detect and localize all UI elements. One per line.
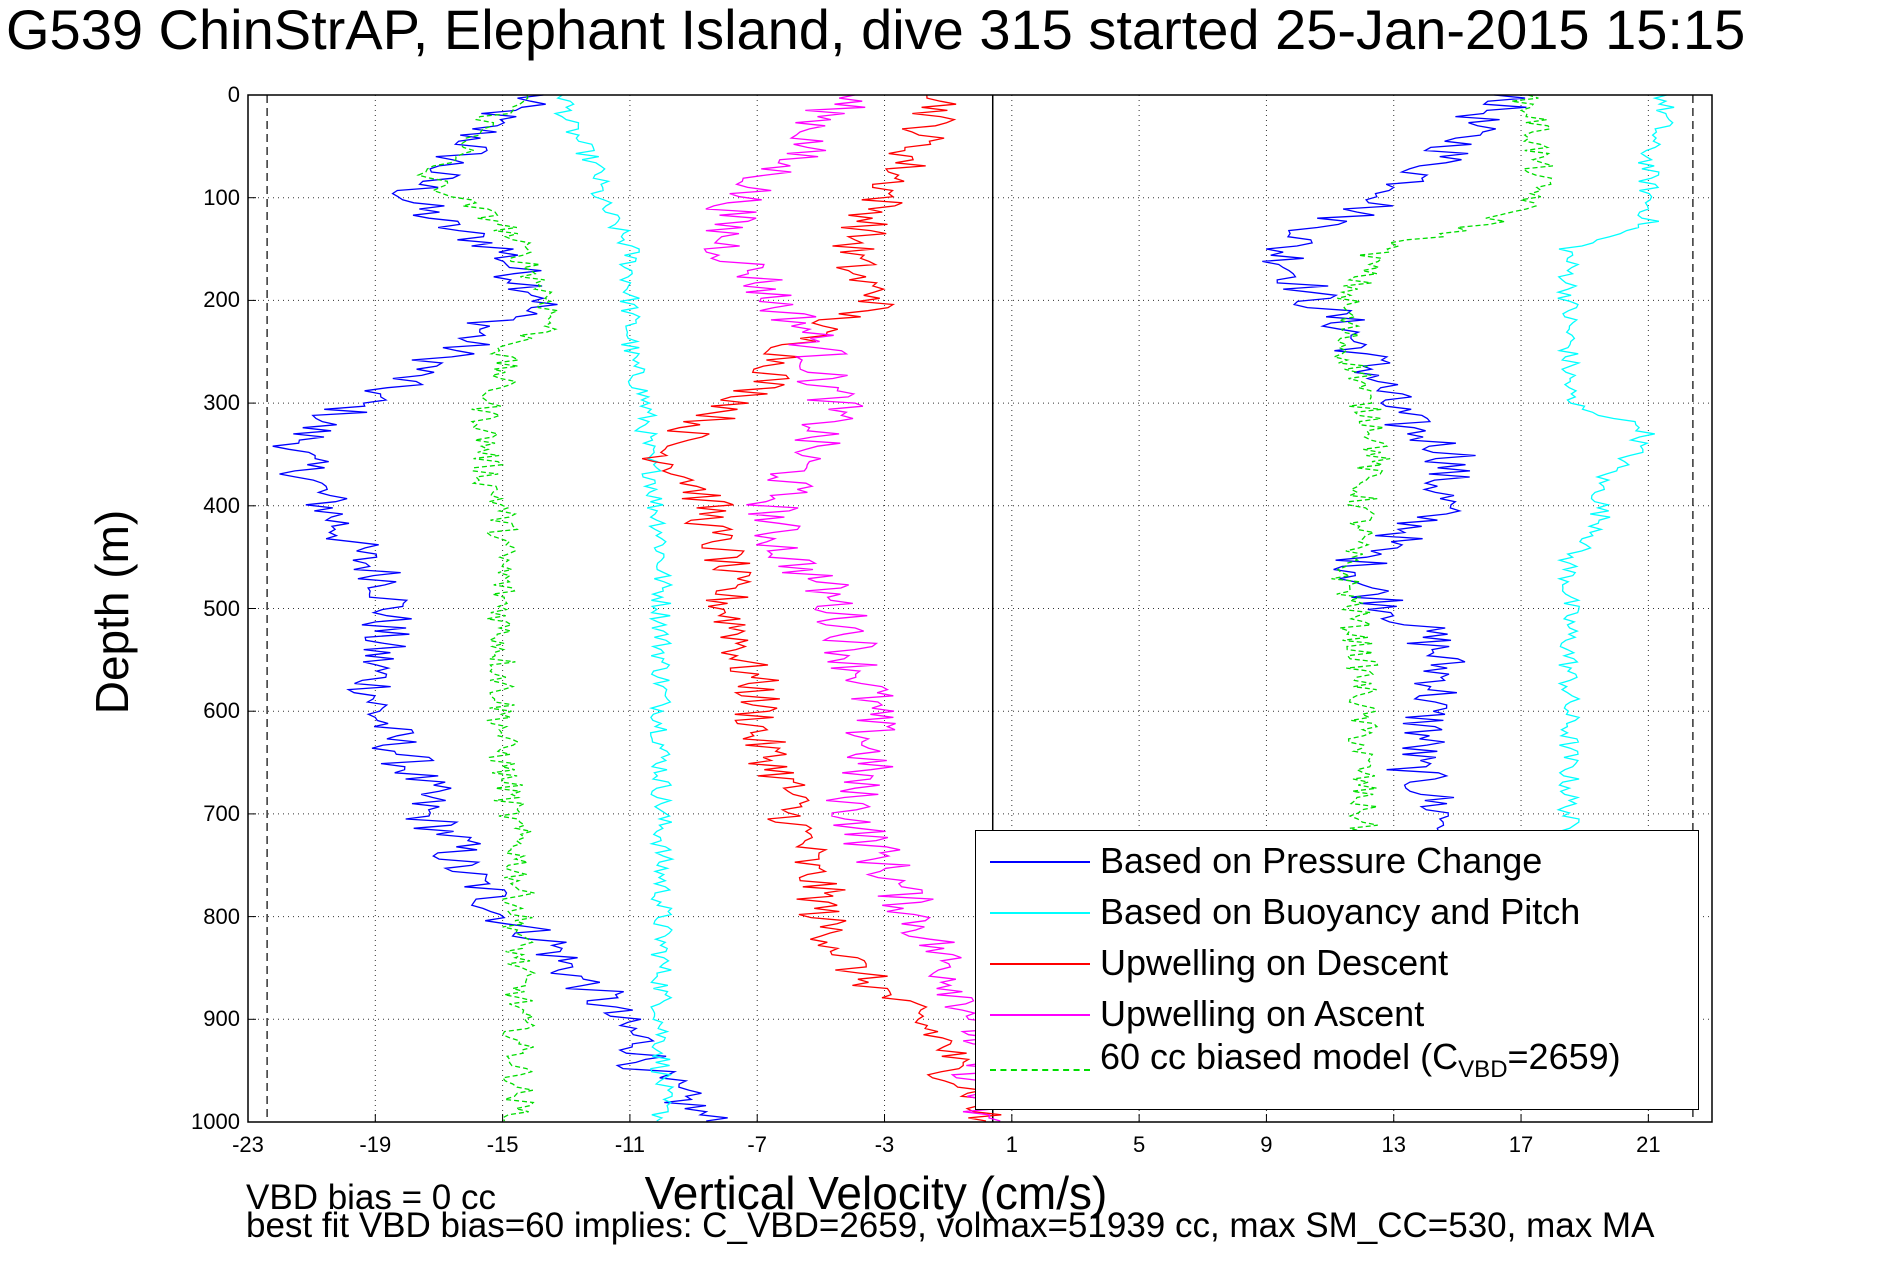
y-tick-label: 600 xyxy=(203,698,240,724)
x-tick-label: -15 xyxy=(486,1132,519,1157)
legend-label-pressure: Based on Pressure Change xyxy=(1100,840,1543,881)
series-line-descent xyxy=(416,94,561,1122)
legend-item-ascent: Upwelling on Ascent xyxy=(990,992,1690,1036)
series-group xyxy=(272,94,1675,1122)
x-tick-label: 21 xyxy=(1636,1132,1661,1157)
legend-label-ascent: Upwelling on Ascent xyxy=(1100,993,1425,1034)
x-tick-label: 9 xyxy=(1260,1132,1273,1157)
y-tick-label: 800 xyxy=(203,903,240,929)
legend-swatch-pressure xyxy=(990,861,1090,863)
best-fit-note: best fit VBD bias=60 implies: C_VBD=2659… xyxy=(246,1206,1655,1245)
series-line-descent xyxy=(272,94,728,1122)
y-tick-label: 100 xyxy=(203,184,240,210)
legend-swatch-descent xyxy=(990,963,1090,965)
legend-swatch-model xyxy=(990,1069,1090,1071)
x-tick-label: -3 xyxy=(874,1132,895,1157)
legend-swatch-buoyancy xyxy=(990,912,1090,914)
x-tick-label: -7 xyxy=(747,1132,767,1157)
series-line-descent xyxy=(703,94,1008,1122)
x-axis-label: Vertical Velocity (cm/s) xyxy=(644,1167,1108,1219)
legend-label-descent: Upwelling on Descent xyxy=(1100,942,1449,983)
x-tick-label: 1 xyxy=(1005,1132,1018,1157)
x-tick-label: 17 xyxy=(1508,1132,1534,1157)
y-tick-label: 300 xyxy=(203,390,240,416)
y-tick-label: 500 xyxy=(203,595,240,621)
legend-item-model: 60 cc biased model (CVBD=2659) xyxy=(990,1035,1690,1095)
x-tick-label: -19 xyxy=(359,1132,392,1157)
vbd-bias-note: VBD bias = 0 cc xyxy=(246,1178,496,1217)
y-tick-label: 0 xyxy=(227,82,240,107)
series-line-descent xyxy=(641,94,1002,1122)
chart-title: G539 ChinStrAP, Elephant Island, dive 31… xyxy=(6,0,1746,61)
legend: Based on Pressure Change Based on Buoyan… xyxy=(975,830,1699,1110)
legend-label-model: 60 cc biased model (CVBD=2659) xyxy=(1100,1035,1621,1092)
series-upwelling-on-descent xyxy=(641,94,1002,1122)
series-line-ascent xyxy=(1331,94,1554,838)
legend-swatch-ascent xyxy=(990,1014,1090,1016)
legend-model-prefix: 60 cc biased model (C xyxy=(1100,1036,1459,1077)
y-tick-label: 400 xyxy=(203,492,240,518)
legend-label-buoyancy: Based on Buoyancy and Pitch xyxy=(1100,891,1581,932)
legend-model-subscript: VBD xyxy=(1458,1056,1508,1084)
legend-item-buoyancy: Based on Buoyancy and Pitch xyxy=(990,890,1690,934)
y-tick-label: 200 xyxy=(203,287,240,313)
series-line-descent xyxy=(553,94,675,1122)
series-based-on-pressure-change xyxy=(272,94,1527,1122)
series-line-ascent xyxy=(1262,94,1527,839)
series-line-ascent xyxy=(1555,94,1675,838)
x-tick-label: 5 xyxy=(1133,1132,1146,1157)
y-axis-label: Depth (m) xyxy=(86,509,138,715)
x-tick-label: 13 xyxy=(1381,1132,1406,1157)
axes-box xyxy=(247,94,1713,1123)
x-tick-label: -23 xyxy=(232,1132,264,1157)
y-tick-label: 900 xyxy=(203,1006,240,1032)
legend-item-descent: Upwelling on Descent xyxy=(990,941,1690,985)
series-based-on-buoyancy-and-pitch xyxy=(553,94,1675,1122)
series-60-cc-biased-model xyxy=(416,94,1554,1122)
y-tick-label: 700 xyxy=(203,800,240,826)
series-upwelling-on-ascent xyxy=(703,94,1008,1122)
legend-item-pressure: Based on Pressure Change xyxy=(990,839,1690,883)
legend-model-suffix: =2659) xyxy=(1507,1036,1621,1077)
y-tick-label: 1000 xyxy=(191,1109,240,1134)
x-tick-label: -11 xyxy=(614,1132,645,1157)
